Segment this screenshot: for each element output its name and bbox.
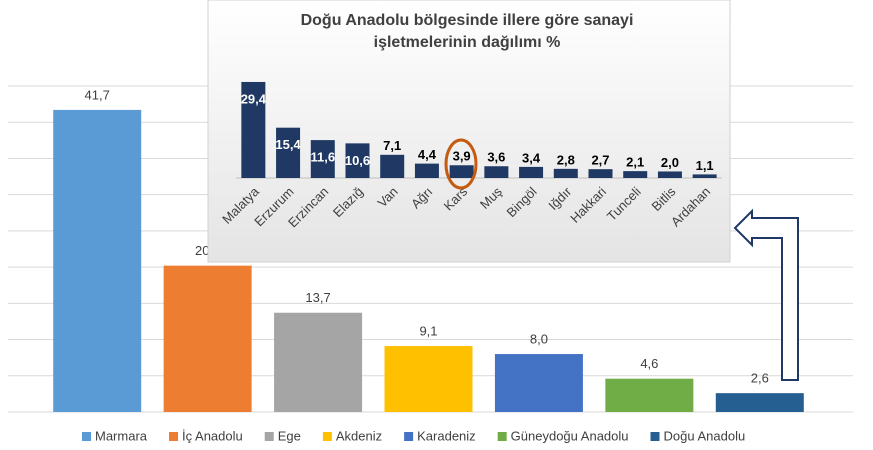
value-label: 15,4 xyxy=(275,137,301,152)
value-label: 2,6 xyxy=(751,371,769,386)
legend-swatch xyxy=(264,432,274,441)
legend-label: Güneydoğu Anadolu xyxy=(511,428,629,443)
value-label: 11,6 xyxy=(310,150,335,165)
bar xyxy=(276,127,301,178)
value-label: 41,7 xyxy=(85,87,110,102)
value-label: 7,1 xyxy=(383,138,401,153)
value-label: 29,4 xyxy=(241,91,267,106)
value-label: 1,1 xyxy=(696,158,714,173)
legend-label: İç Anadolu xyxy=(182,428,243,443)
legend-swatch xyxy=(169,432,179,441)
legend-label: Marmara xyxy=(95,428,148,443)
value-label: 2,0 xyxy=(661,155,679,170)
bar xyxy=(380,154,405,178)
inset-title: Doğu Anadolu bölgesinde illere göre sana… xyxy=(300,12,634,51)
value-label: 3,9 xyxy=(453,149,471,164)
legend-swatch xyxy=(650,432,660,441)
bar xyxy=(692,174,717,178)
value-label: 2,8 xyxy=(557,152,575,167)
legend-label: Karadeniz xyxy=(417,428,476,443)
legend-label: Akdeniz xyxy=(336,428,382,443)
legend-swatch xyxy=(82,432,91,441)
bar xyxy=(715,393,804,412)
highlight-circle xyxy=(444,138,478,190)
arrow xyxy=(733,208,799,381)
bar xyxy=(414,163,439,178)
value-label: 3,6 xyxy=(487,150,505,165)
bar xyxy=(163,265,252,412)
value-label: 8,0 xyxy=(530,331,548,346)
value-label: 2,7 xyxy=(591,153,609,168)
legend-swatch xyxy=(497,432,507,441)
bar xyxy=(53,109,142,412)
bar xyxy=(345,143,370,178)
bar xyxy=(494,354,583,412)
value-label: 9,1 xyxy=(419,324,437,339)
value-label: 4,6 xyxy=(640,356,658,371)
bar xyxy=(588,169,613,178)
value-label: 3,4 xyxy=(522,150,541,165)
bar xyxy=(623,171,648,178)
legend-label: Doğu Anadolu xyxy=(664,428,746,443)
bar xyxy=(241,81,266,178)
legend-swatch xyxy=(322,432,332,441)
bar xyxy=(449,165,474,178)
bar xyxy=(519,166,544,178)
value-label: 13,7 xyxy=(305,290,330,305)
bar xyxy=(657,171,682,178)
value-label: 10,6 xyxy=(345,153,370,168)
bar xyxy=(384,346,473,412)
bar xyxy=(553,168,578,178)
value-label: 2,1 xyxy=(626,155,644,170)
legend-swatch xyxy=(404,432,414,441)
bar xyxy=(310,140,335,178)
bar xyxy=(274,312,363,412)
bar xyxy=(484,166,509,178)
value-label: 4,4 xyxy=(418,147,437,162)
bar xyxy=(605,378,694,412)
legend-label: Ege xyxy=(278,428,301,443)
